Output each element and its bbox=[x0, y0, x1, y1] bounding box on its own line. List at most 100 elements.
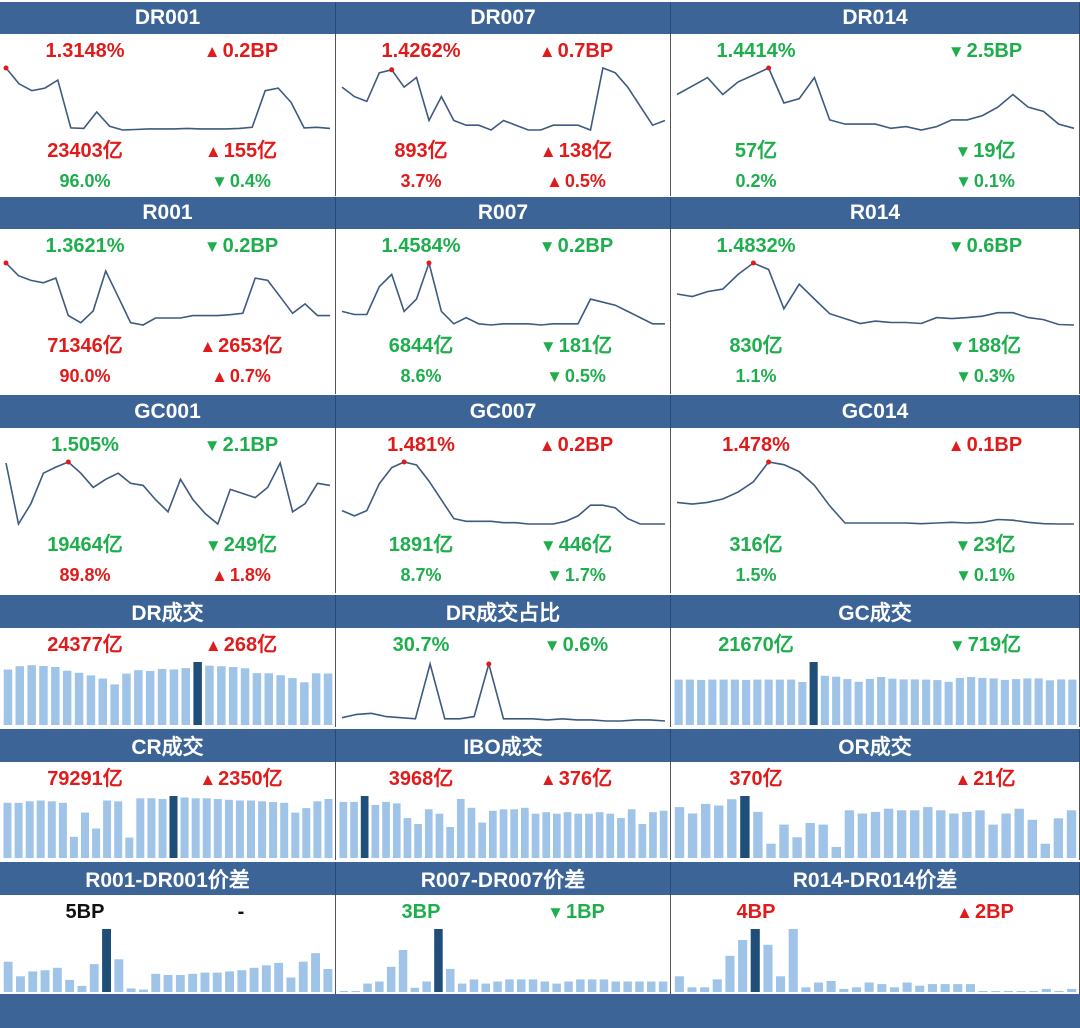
bar bbox=[205, 665, 214, 725]
stat-value: 30.7% bbox=[392, 634, 450, 656]
stat-change-value: 0.5% bbox=[564, 366, 606, 386]
bar bbox=[687, 813, 698, 858]
stat-change: ▲ 0.2BP bbox=[166, 40, 316, 63]
stat-change: ▲ 376亿 bbox=[501, 768, 651, 791]
panel-ibo_vol: 3968亿 ▲ 376亿 bbox=[336, 762, 671, 860]
stat-value: 1.478% bbox=[722, 434, 790, 456]
stat-change: ▲ 0.7% bbox=[166, 365, 316, 388]
bar bbox=[776, 976, 786, 992]
panel-title-or_vol: OR成交 bbox=[671, 729, 1080, 762]
bar bbox=[114, 801, 123, 858]
stat-change: ▼ 446亿 bbox=[501, 534, 651, 557]
chart-spread7 bbox=[339, 929, 668, 992]
stat-value: 71346亿 bbox=[47, 335, 123, 357]
bar bbox=[3, 961, 13, 992]
bar bbox=[531, 813, 540, 858]
bar bbox=[298, 961, 308, 992]
bar bbox=[576, 979, 585, 992]
stat-value: 893亿 bbox=[394, 140, 448, 162]
stat-change-value: 376亿 bbox=[558, 768, 613, 790]
bar bbox=[339, 801, 348, 858]
bar bbox=[764, 679, 773, 725]
bar bbox=[606, 813, 615, 858]
bar bbox=[750, 929, 760, 992]
bar bbox=[832, 676, 841, 725]
bar bbox=[831, 846, 841, 858]
bar bbox=[962, 811, 972, 858]
bar bbox=[649, 812, 657, 858]
down-triangle-icon: ▼ bbox=[947, 42, 965, 61]
stat-value: 1.1% bbox=[735, 366, 777, 386]
bar bbox=[200, 972, 210, 992]
bar bbox=[446, 968, 455, 992]
bar bbox=[1045, 680, 1054, 725]
panel-dr_ratio: 30.7% ▼ 0.6% bbox=[336, 628, 671, 727]
down-triangle-icon: ▼ bbox=[538, 237, 556, 256]
bar bbox=[1057, 679, 1066, 725]
bar bbox=[510, 809, 518, 858]
down-triangle-icon: ▼ bbox=[947, 237, 965, 256]
panel-title-dr_ratio: DR成交占比 bbox=[336, 595, 671, 628]
stat-change-value: 0.3% bbox=[973, 366, 1015, 386]
bar bbox=[843, 679, 852, 725]
series-line bbox=[341, 461, 665, 525]
up-triangle-icon: ▲ bbox=[539, 142, 557, 161]
stat-change-value: 268亿 bbox=[223, 634, 278, 656]
bar bbox=[563, 812, 572, 858]
bar bbox=[81, 812, 89, 858]
down-triangle-icon: ▼ bbox=[211, 172, 228, 191]
series-line bbox=[341, 260, 665, 326]
panel-title-spread14: R014-DR014价差 bbox=[671, 862, 1080, 895]
bar bbox=[62, 670, 72, 725]
up-triangle-icon: ▲ bbox=[539, 770, 557, 789]
stat-change-value: 138亿 bbox=[558, 140, 613, 162]
bar bbox=[169, 796, 178, 858]
chart-gc014 bbox=[676, 459, 1074, 525]
chart-ibo_vol bbox=[339, 796, 668, 858]
bar bbox=[1000, 679, 1009, 725]
bar bbox=[540, 981, 550, 992]
bar bbox=[414, 824, 422, 858]
stat-value: 1.481% bbox=[387, 434, 455, 456]
stat-change-value: 2BP bbox=[974, 901, 1014, 923]
bar bbox=[809, 662, 818, 725]
stat-value: 8.7% bbox=[400, 565, 442, 585]
stat-value: 1.5% bbox=[735, 565, 777, 585]
bar bbox=[65, 979, 75, 992]
peak-marker bbox=[486, 661, 492, 667]
bar bbox=[435, 813, 444, 858]
bar bbox=[323, 673, 333, 725]
down-triangle-icon: ▼ bbox=[954, 142, 972, 161]
bar bbox=[1023, 678, 1032, 725]
stat-change-value: 19亿 bbox=[973, 140, 1016, 162]
stat-change: ▲ 1.8% bbox=[166, 564, 316, 587]
bar bbox=[261, 965, 271, 992]
bar bbox=[955, 677, 964, 725]
stat-change-value: 1.8% bbox=[229, 565, 271, 585]
stat-value: 89.8% bbox=[59, 565, 111, 585]
bar bbox=[410, 987, 420, 992]
bar bbox=[967, 677, 976, 725]
bar bbox=[1014, 808, 1024, 858]
stat-change: ▲ 2BP bbox=[910, 901, 1060, 924]
stat-change: ▲ 0.1BP bbox=[910, 434, 1060, 457]
peak-marker bbox=[65, 459, 71, 465]
stat-change-value: 23亿 bbox=[973, 534, 1016, 556]
bar bbox=[623, 981, 632, 992]
peak-marker bbox=[389, 67, 395, 73]
down-triangle-icon: ▼ bbox=[539, 337, 557, 356]
panel-title-dr001: DR001 bbox=[0, 2, 336, 34]
bar bbox=[553, 813, 561, 858]
bar bbox=[188, 973, 198, 992]
bar bbox=[617, 818, 625, 858]
stat-change: ▲ 0.2BP bbox=[501, 434, 651, 457]
bar bbox=[264, 673, 273, 725]
down-triangle-icon: ▼ bbox=[955, 172, 972, 191]
up-triangle-icon: ▲ bbox=[204, 636, 222, 655]
bar bbox=[147, 798, 156, 858]
stat-change: ▼ 0.1% bbox=[910, 564, 1060, 587]
stat-value: 316亿 bbox=[729, 534, 783, 556]
bar bbox=[889, 987, 899, 992]
series-line bbox=[676, 66, 1075, 131]
series-line bbox=[341, 66, 666, 132]
